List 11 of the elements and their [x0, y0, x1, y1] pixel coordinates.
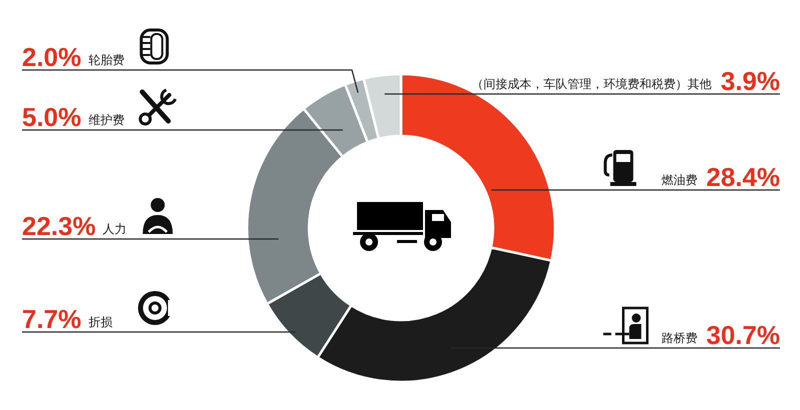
- slice-label: 人力: [102, 222, 127, 236]
- slice-label: 路桥费: [661, 331, 698, 345]
- slice-label: 燃油费: [661, 173, 698, 187]
- slice-label: 维护费: [88, 113, 124, 127]
- data-label: 7.7%: [22, 304, 82, 334]
- data-label: 22.3%: [22, 211, 96, 241]
- data-label: 2.0%: [22, 42, 82, 72]
- data-label: 5.0%: [22, 102, 82, 132]
- slice-label: 轮胎费: [88, 53, 124, 67]
- slice-label: 折损: [88, 315, 112, 329]
- slice-label: （间接成本，车队管理，环境费和税费）其他: [472, 77, 712, 91]
